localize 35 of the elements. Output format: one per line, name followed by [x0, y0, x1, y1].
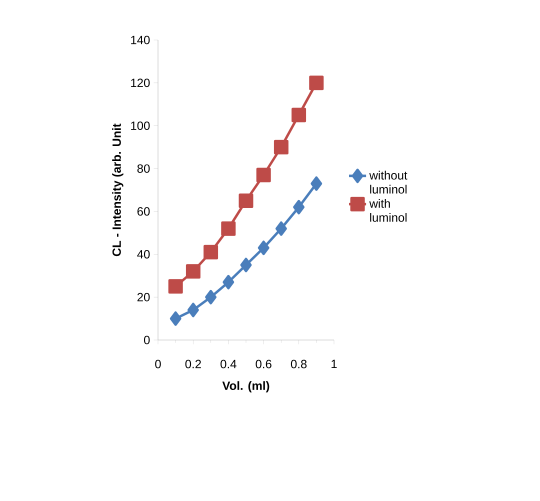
y-tick-label: 20 [137, 292, 150, 302]
x-tick-label: 0.4 [220, 360, 236, 368]
point [275, 221, 287, 236]
point [293, 200, 305, 214]
x-tick-label: 0 [155, 360, 161, 368]
legend-label: with luminol [369, 199, 407, 222]
point [238, 193, 254, 208]
x-tick-label: 0.8 [290, 360, 307, 368]
point [240, 258, 252, 272]
point [221, 221, 236, 236]
point [205, 290, 217, 304]
y-tick-label: 140 [131, 36, 150, 44]
point [309, 76, 324, 90]
y-tick-label: 100 [131, 121, 150, 130]
x-tick-label: 0.2 [185, 360, 201, 368]
x-axis-title: Vol. (ml) [222, 381, 270, 392]
x-tick-label: 0.6 [256, 360, 272, 368]
y-axis-title: CL - Intensity (arb. Unit [112, 124, 124, 256]
point [256, 168, 271, 182]
x-tick-label: 1 [332, 360, 337, 368]
point [310, 176, 322, 191]
point [292, 108, 306, 122]
point [222, 274, 234, 290]
point [186, 264, 200, 279]
y-tick-label: 0 [144, 336, 150, 344]
point [168, 279, 183, 294]
point [187, 302, 199, 318]
y-tick-label: 40 [137, 250, 150, 259]
point [258, 240, 270, 256]
point [274, 140, 288, 154]
point [204, 244, 218, 260]
y-tick-label: 120 [131, 78, 150, 88]
y-tick-label: 80 [137, 164, 150, 173]
point [170, 311, 182, 326]
y-tick-label: 60 [137, 207, 150, 216]
